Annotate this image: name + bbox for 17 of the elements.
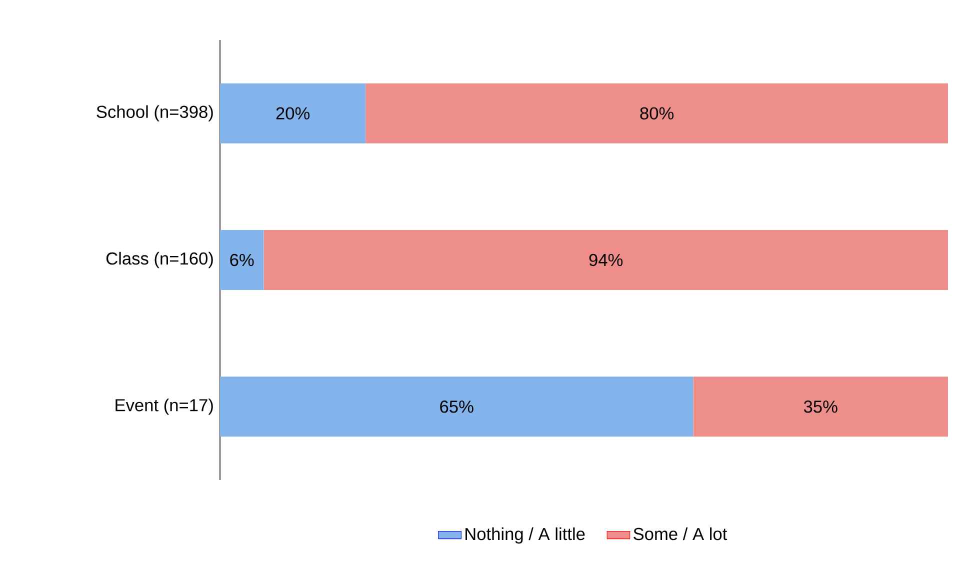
bar	[220, 230, 264, 290]
y-tick-label: School (n=398)	[96, 105, 213, 122]
bar	[220, 376, 694, 437]
y-tick-label: Class (n=160)	[106, 252, 213, 268]
bar	[366, 83, 948, 144]
data-label: 65%	[440, 400, 474, 413]
data-label: 35%	[804, 400, 838, 413]
data-label: 80%	[640, 107, 674, 120]
y-tick-label: Event (n=17)	[116, 398, 213, 415]
data-label: 6%	[230, 254, 254, 266]
data-label: 20%	[276, 107, 310, 120]
bar	[220, 83, 366, 144]
legend-label: Some / A lot	[634, 527, 728, 540]
bar	[693, 376, 948, 437]
data-label: 94%	[589, 254, 623, 266]
legend-label: Nothing / A little	[466, 527, 585, 544]
bar	[264, 230, 948, 290]
